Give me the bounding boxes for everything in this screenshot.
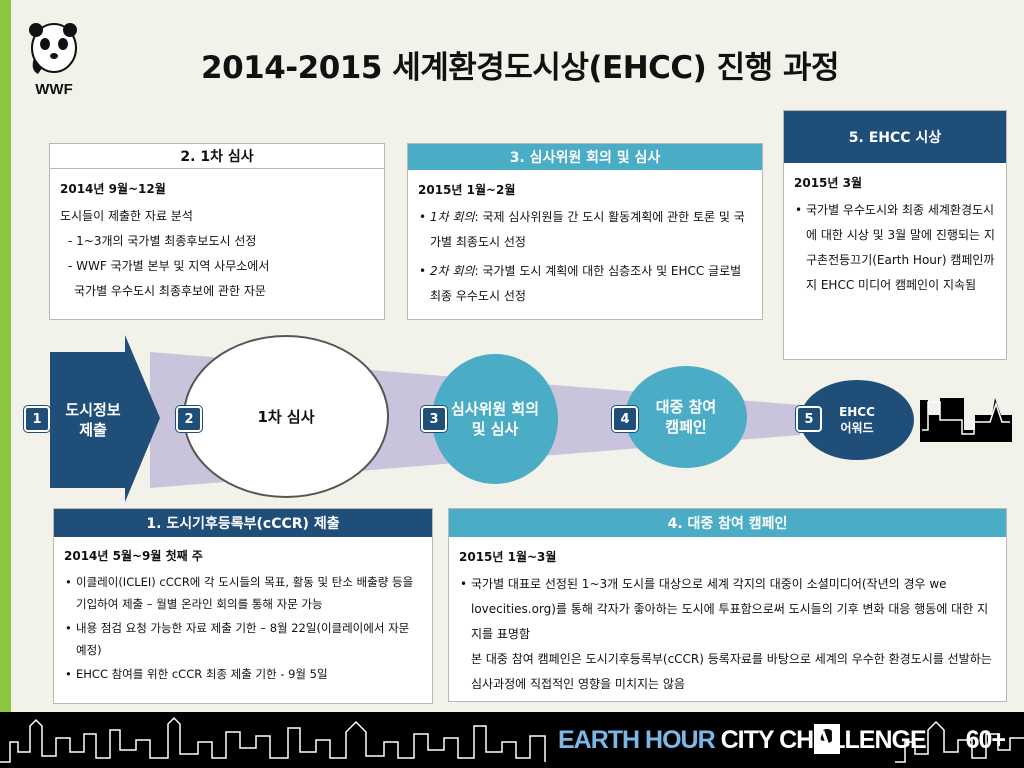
step2-label: 1차 심사 <box>257 408 315 426</box>
award-bullet: 국가별 우수도시와 최종 세계환경도시에 대한 시상 및 3월 말에 진행되는 … <box>794 198 996 298</box>
award-header: 5. EHCC 시상 <box>784 111 1006 163</box>
left-accent-bar <box>0 0 11 712</box>
step4-number: 4 <box>612 406 638 432</box>
footer-logo-text: EARTH HOUR CITY CHALLENGE 60+ <box>558 726 1006 755</box>
award-box: 5. EHCC 시상 2015년 3월 국가별 우수도시와 최종 세계환경도시에… <box>783 110 1007 360</box>
bullet-emphasis: 1차 회의 <box>430 210 475 224</box>
step4-label: 대중 참여 캠페인 <box>655 398 717 436</box>
cccr-bullet: EHCC 참여를 위한 cCCR 최종 제출 기한 - 9월 5일 <box>64 663 422 685</box>
campaign-bullet: 국가별 대표로 선정된 1~3개 도시를 대상으로 세계 각지의 대중이 소셜미… <box>459 572 996 647</box>
step2-number: 2 <box>176 406 202 432</box>
campaign-box: 4. 대중 참여 캠페인 2015년 1월~3월 국가별 대표로 선정된 1~3… <box>448 508 1007 702</box>
committee-bullet: 2차 회의: 국가별 도시 계획에 대한 심층조사 및 EHCC 글로벌 최종 … <box>418 259 752 309</box>
committee-bullet: 1차 회의: 국제 심사위원들 간 도시 활동계획에 관한 토론 및 국가별 최… <box>418 205 752 255</box>
campaign-date: 2015년 1월~3월 <box>459 550 557 564</box>
step3-number: 3 <box>421 406 447 432</box>
step2-circle: 1차 심사 <box>183 335 389 498</box>
cccr-header: 1. 도시기후등록부(cCCR) 제출 <box>54 509 432 537</box>
review1-line: 국가별 우수도시 최종후보에 관한 자문 <box>74 284 266 298</box>
footer-banner: EARTH HOUR CITY CHALLENGE 60+ <box>0 712 1024 768</box>
review1-line: 도시들이 제출한 자료 분석 <box>60 209 193 223</box>
cccr-date: 2014년 5월~9월 첫째 주 <box>64 549 203 563</box>
step3-label: 심사위원 회의 및 심사 <box>450 400 540 438</box>
review1-box: 2. 1차 심사 2014년 9월~12월 도시들이 제출한 자료 분석 - 1… <box>49 143 385 320</box>
city-challenge-text: CITY CHALLENGE <box>720 726 927 754</box>
review1-line: - WWF 국가별 본부 및 지역 사무소에서 <box>68 259 270 273</box>
cccr-box: 1. 도시기후등록부(cCCR) 제출 2014년 5월~9월 첫째 주 이클레… <box>53 508 433 704</box>
committee-header: 3. 심사위원 회의 및 심사 <box>408 144 762 170</box>
campaign-header: 4. 대중 참여 캠페인 <box>449 509 1006 537</box>
wwf-panda-logo: WWF <box>29 23 77 98</box>
city-skyline-graphic <box>0 716 1024 763</box>
sixty-plus-text: 60+ <box>965 726 1006 754</box>
step4-circle: 대중 참여 캠페인 <box>625 366 747 468</box>
page-title: 2014-2015 세계환경도시상(EHCC) 진행 과정 <box>201 50 839 86</box>
step5-number: 5 <box>796 406 822 432</box>
earth-hour-text: EARTH HOUR <box>558 726 716 754</box>
cccr-bullet: 내용 점검 요청 가능한 자료 제출 기한 – 8월 22일(이클레이에서 자문… <box>64 617 422 661</box>
award-date: 2015년 3월 <box>794 176 863 190</box>
logo-text: WWF <box>35 81 72 98</box>
review1-line: - 1~3개의 국가별 최종후보도시 선정 <box>68 234 257 248</box>
step3-circle: 심사위원 회의 및 심사 <box>432 354 558 484</box>
step5-label: EHCC 어워드 <box>839 405 875 435</box>
committee-date: 2015년 1월~2월 <box>418 183 516 197</box>
campaign-note: 본 대중 참여 캠페인은 도시기후등록부(cCCR) 등록자료를 바탕으로 세계… <box>471 652 992 691</box>
bullet-emphasis: 2차 회의 <box>430 264 475 278</box>
review1-date: 2014년 9월~12월 <box>60 182 166 196</box>
step1-number: 1 <box>24 406 50 432</box>
review1-header: 2. 1차 심사 <box>50 144 384 169</box>
cccr-bullet: 이클레이(ICLEI) cCCR에 각 도시들의 목표, 활동 및 탄소 배출량… <box>64 571 422 615</box>
process-flow: 도시정보 제출 1 1차 심사 2 심사위원 회의 및 심사 3 대중 참여 캠… <box>0 330 1024 510</box>
committee-box: 3. 심사위원 회의 및 심사 2015년 1월~2월 1차 회의: 국제 심사… <box>407 143 763 320</box>
step1-label: 도시정보 제출 <box>65 401 121 439</box>
